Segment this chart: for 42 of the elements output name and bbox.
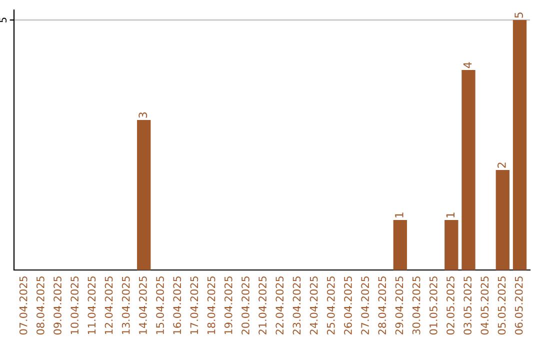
- bar: [496, 170, 510, 270]
- x-tick-label: 04.05.2025: [480, 276, 489, 335]
- x-tick-label: 22.04.2025: [276, 276, 284, 334]
- data-label: 1: [446, 212, 454, 218]
- x-tick-label: 14.04.2025: [139, 276, 147, 334]
- x-tick-label: 09.04.2025: [54, 276, 62, 335]
- x-tick-label: 05.05.2025: [498, 276, 506, 335]
- bar: [444, 220, 458, 270]
- x-tick-label: 20.04.2025: [242, 276, 250, 334]
- x-tick-label: 12.04.2025: [104, 276, 113, 334]
- x-tick-label: 02.05.2025: [446, 276, 454, 335]
- x-tick-label: 29.04.2025: [395, 276, 404, 334]
- x-tick-label: 06.05.2025: [514, 276, 523, 335]
- x-tick-label: 16.04.2025: [173, 276, 182, 334]
- bar: [137, 120, 151, 270]
- x-tick-label: 25.04.2025: [326, 276, 335, 334]
- data-label: 3: [138, 112, 148, 118]
- bar: [393, 220, 407, 270]
- x-tick-label: 07.04.2025: [19, 276, 28, 335]
- x-tick-label: 10.04.2025: [70, 276, 79, 334]
- x-tick-label: 18.04.2025: [207, 276, 216, 334]
- x-tick-label: 30.04.2025: [412, 276, 420, 334]
- x-tick-label: 15.04.2025: [156, 276, 164, 334]
- data-label: 5: [514, 12, 523, 18]
- x-tick-label: 23.04.2025: [292, 276, 301, 334]
- x-tick-label: 26.04.2025: [344, 276, 352, 334]
- x-tick-label: 28.04.2025: [378, 276, 386, 334]
- x-tick-label: 24.04.2025: [310, 276, 318, 334]
- x-tick-label: 11.04.2025: [88, 276, 96, 334]
- bar: [512, 20, 527, 270]
- x-tick-label: 27.04.2025: [361, 276, 369, 334]
- x-tick-label: 17.04.2025: [190, 276, 198, 334]
- x-tick-label: 19.04.2025: [224, 276, 232, 334]
- x-tick-label: 01.05.2025: [429, 276, 438, 335]
- data-label: 1: [395, 212, 404, 218]
- x-tick-label: 13.04.2025: [122, 276, 130, 334]
- bar: [462, 70, 476, 270]
- x-tick-label: 08.04.2025: [36, 276, 44, 335]
- x-tick-label: 21.04.2025: [258, 276, 266, 334]
- data-label: 4: [463, 62, 472, 68]
- data-label: 2: [497, 162, 506, 168]
- x-tick-label: 03.05.2025: [464, 276, 472, 335]
